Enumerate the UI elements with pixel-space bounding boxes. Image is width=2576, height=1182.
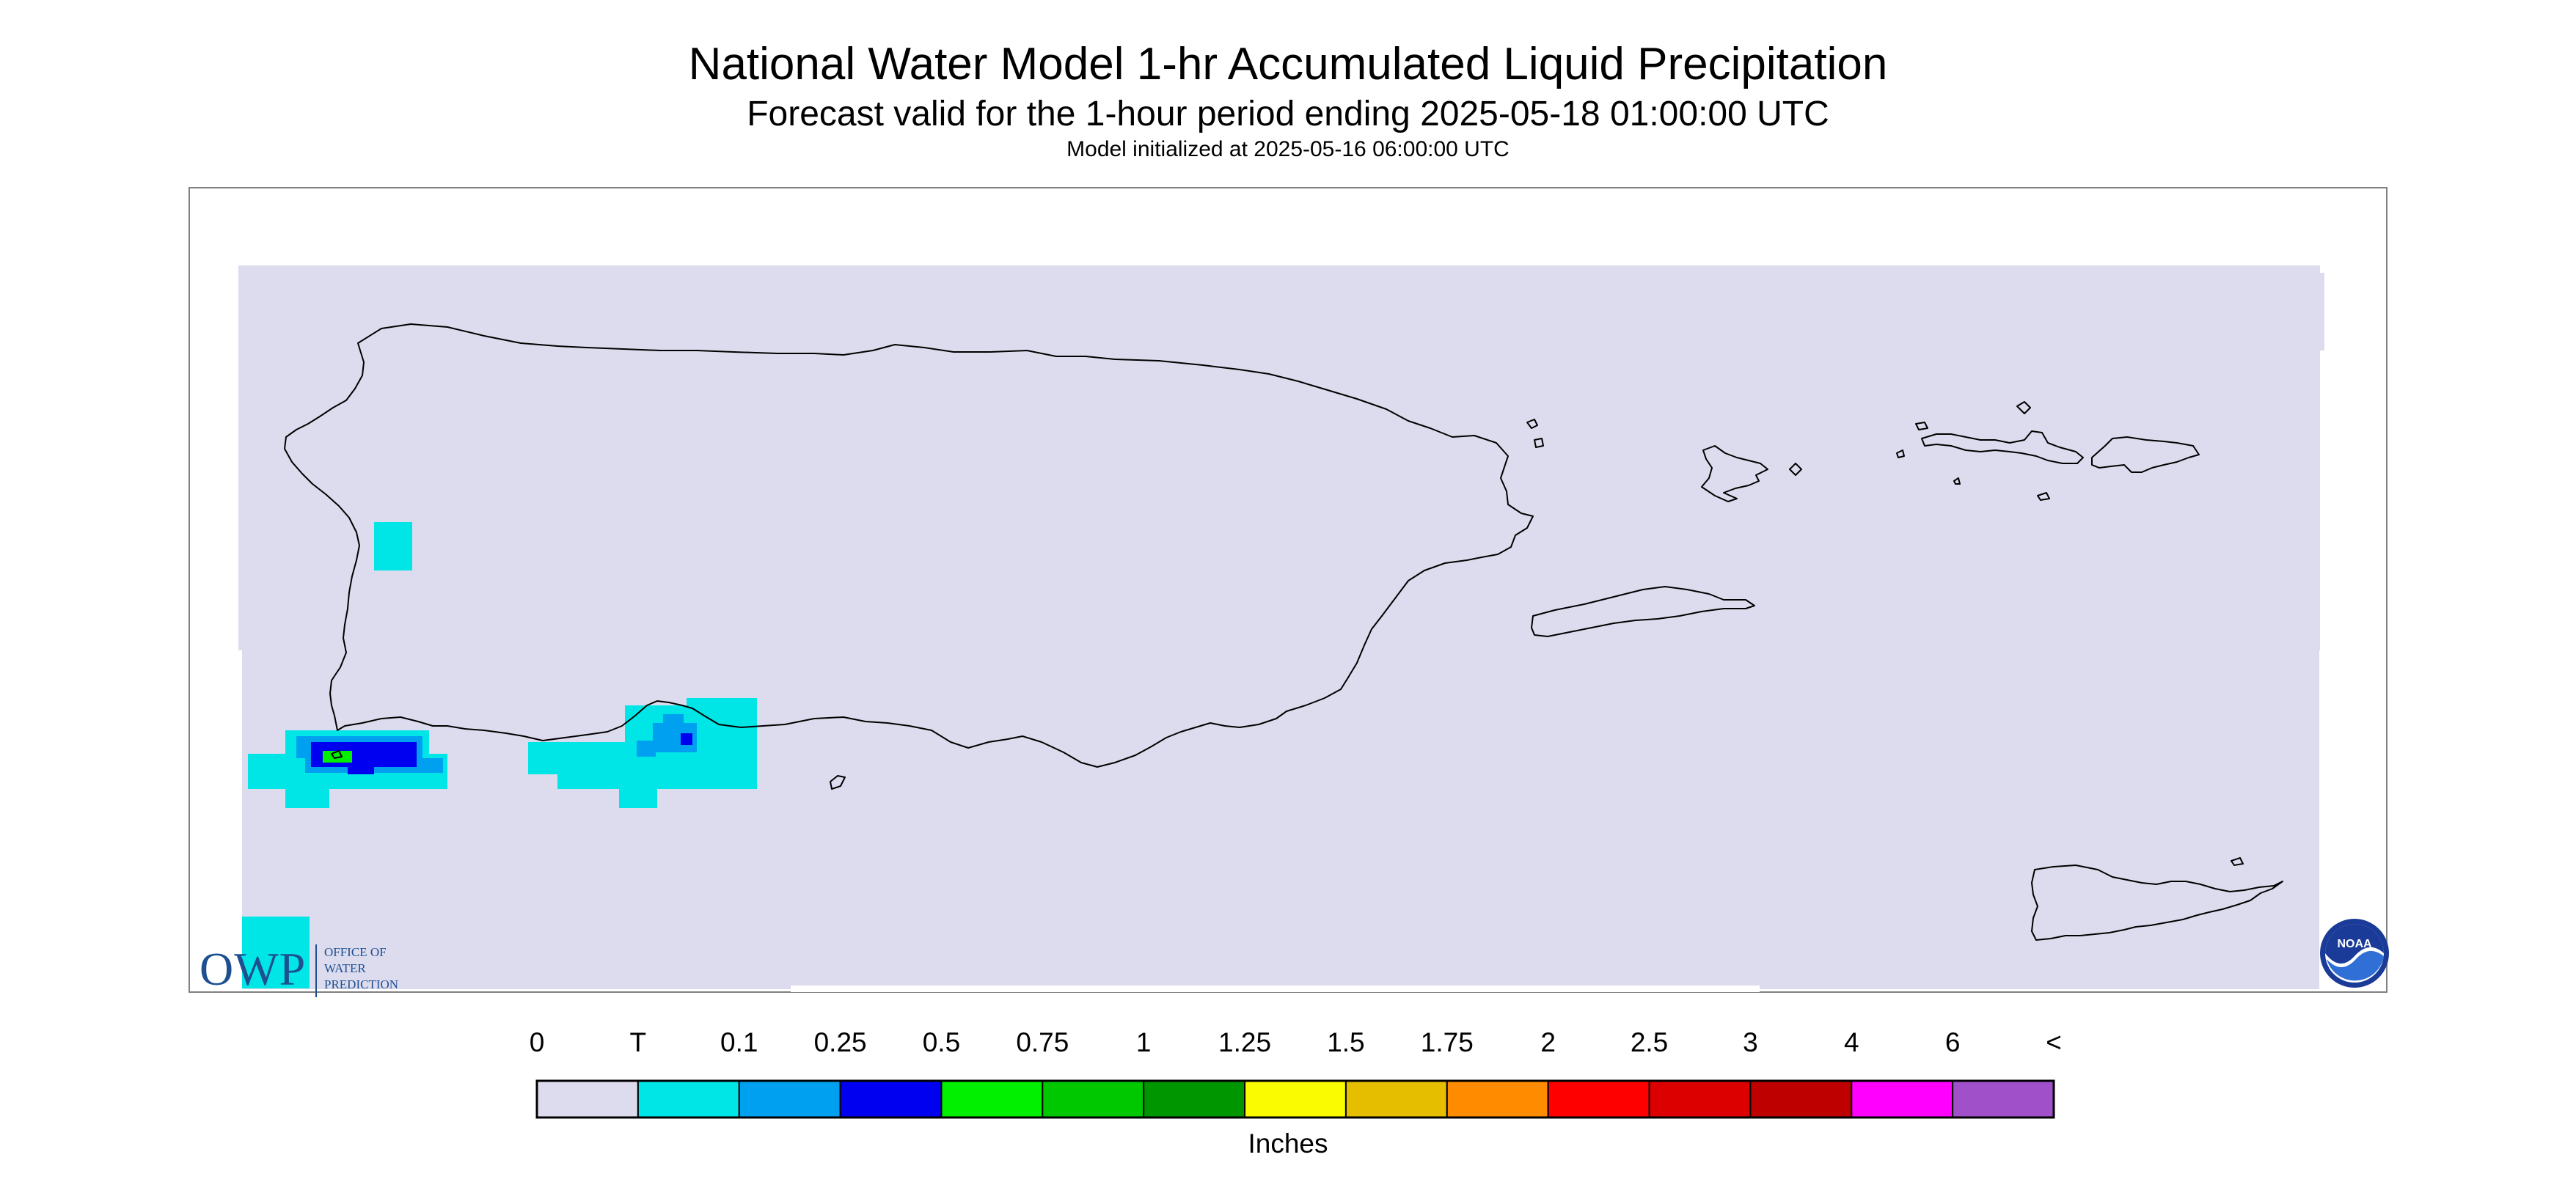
owp-logo-divider xyxy=(315,944,317,997)
small-cay-3 xyxy=(1896,449,1905,458)
owp-logo-words: OFFICE OF WATER PREDICTION xyxy=(324,944,398,993)
small-cay-8 xyxy=(2231,857,2244,866)
colorbar-swatch xyxy=(1143,1080,1246,1118)
colorbar-tick-label: 4 xyxy=(1843,1027,1859,1057)
colorbar-swatch xyxy=(637,1080,740,1118)
colorbar-swatch xyxy=(839,1080,943,1118)
noaa-logo: NOAA xyxy=(2320,919,2389,988)
vieques-coastline xyxy=(1531,586,1755,637)
owp-logo-line2: WATER xyxy=(324,961,366,975)
colorbar-tick-label: 0.25 xyxy=(813,1027,867,1057)
owp-logo-line1: OFFICE OF xyxy=(324,945,387,959)
culebra-coastline xyxy=(1701,445,1768,502)
colorbar-tick-label: T xyxy=(629,1027,647,1057)
colorbar-tick-label: 6 xyxy=(1944,1027,1961,1057)
owp-logo-abbrev: OWP xyxy=(200,943,307,995)
colorbar-swatch xyxy=(1344,1080,1448,1118)
owp-logo: OWP OFFICE OF WATER PREDICTION xyxy=(200,940,434,1002)
colorbar-tick-label: 0.75 xyxy=(1016,1027,1069,1057)
small-cay-1 xyxy=(2016,401,2031,414)
small-cay-4 xyxy=(2037,492,2050,501)
colorbar-tick-label: < xyxy=(2046,1027,2062,1057)
coastlines xyxy=(284,323,2283,941)
small-cay-5 xyxy=(1953,477,1961,485)
saint-john-coastline xyxy=(2091,436,2200,473)
colorbar-swatch xyxy=(1952,1080,2054,1118)
colorbar-swatch xyxy=(536,1080,639,1118)
precip-heavy xyxy=(323,751,352,763)
colorbar-swatch xyxy=(1749,1080,1853,1118)
desecheo-coastline xyxy=(830,775,846,790)
colorbar-tick-label: 2.5 xyxy=(1630,1027,1669,1057)
owp-logo-line3: PREDICTION xyxy=(324,977,399,991)
colorbar-tick-label: 2 xyxy=(1540,1027,1556,1057)
puerto-rico-coastline xyxy=(284,323,1534,768)
colorbar-swatch xyxy=(1042,1080,1145,1118)
colorbar-frame xyxy=(535,1079,2055,1119)
colorbar-tick-label: 1.25 xyxy=(1218,1027,1272,1057)
colorbar-tick-label: 1 xyxy=(1135,1027,1152,1057)
colorbar-tick-label: 0 xyxy=(529,1027,545,1057)
no-precip-field xyxy=(238,265,2324,989)
small-cay-6 xyxy=(1526,419,1538,429)
colorbar-tick-label: 1.5 xyxy=(1327,1027,1365,1057)
colorbar-tick-label: 0.5 xyxy=(922,1027,961,1057)
colorbar-tick-label: 1.75 xyxy=(1420,1027,1474,1057)
mona-passage-cay xyxy=(331,750,343,759)
colorbar-swatch xyxy=(1851,1080,1954,1118)
colorbar-swatch xyxy=(1547,1080,1650,1118)
colorbar-swatch xyxy=(1648,1080,1752,1118)
map-title: National Water Model 1-hr Accumulated Li… xyxy=(688,39,1888,89)
colorbar-swatch xyxy=(1446,1080,1549,1118)
data-gap xyxy=(791,985,1760,992)
colorbar-tick-label: 0.1 xyxy=(720,1027,758,1057)
colorbar-swatch xyxy=(738,1080,841,1118)
small-cay-2 xyxy=(1915,422,1928,430)
colorbar-swatch xyxy=(940,1080,1044,1118)
colorbar-tick-label: 3 xyxy=(1743,1027,1758,1057)
small-cay-7 xyxy=(1534,438,1544,448)
saint-thomas-coastline xyxy=(1921,430,2084,464)
model-init-time: Model initialized at 2025-05-16 06:00:00… xyxy=(1066,137,1510,161)
map-subtitle: Forecast valid for the 1-hour period end… xyxy=(747,95,1829,133)
noaa-logo-text: NOAA xyxy=(2337,938,2372,950)
saint-croix-coastline xyxy=(2031,865,2283,941)
culebrita-coastline xyxy=(1789,463,1802,476)
colorbar-units: Inches xyxy=(1248,1128,1328,1159)
colorbar-swatch xyxy=(1244,1080,1347,1118)
